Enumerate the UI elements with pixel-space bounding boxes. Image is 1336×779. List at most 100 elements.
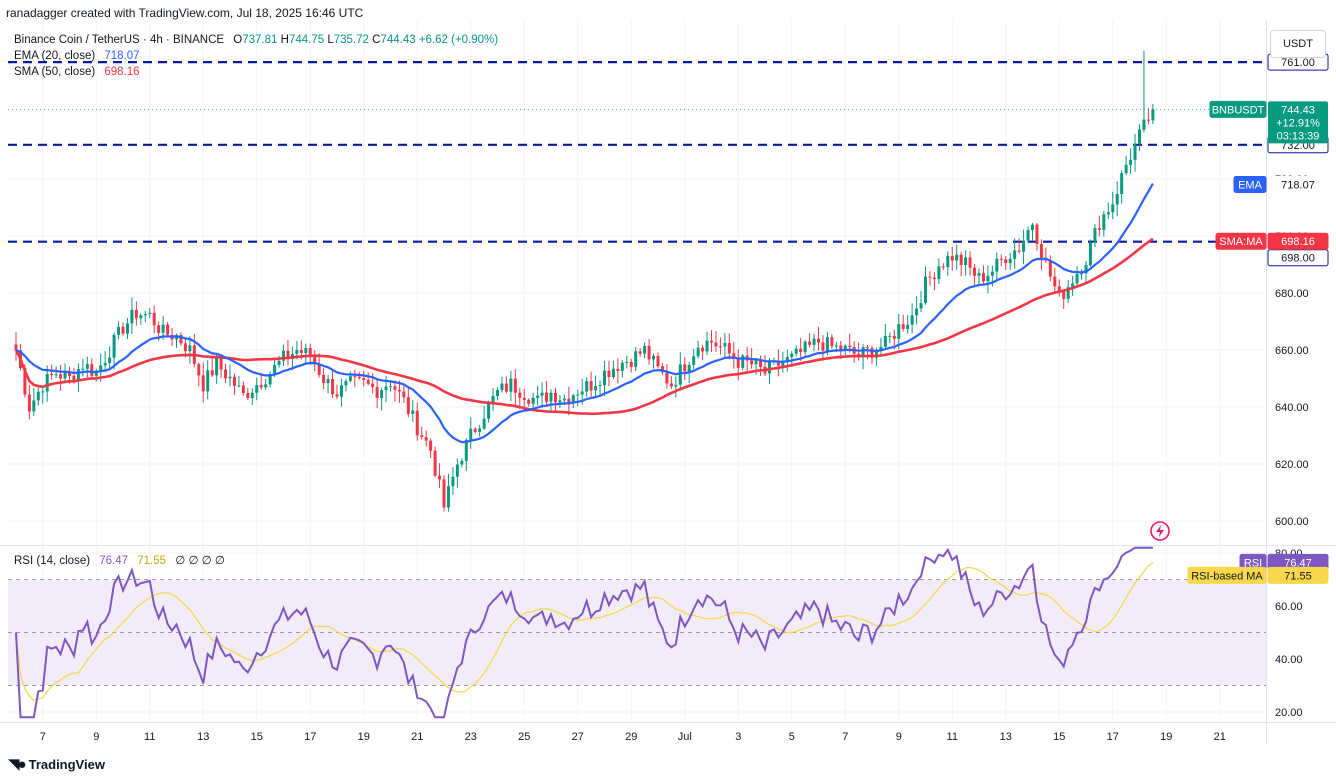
time-tick-label: 11 xyxy=(144,731,155,743)
candle-body xyxy=(68,371,71,376)
candle-body xyxy=(331,379,335,395)
candle-body xyxy=(781,362,785,366)
time-tick-label: 19 xyxy=(1160,731,1172,743)
candle-body xyxy=(411,410,415,414)
level-761-tag: 761.00 xyxy=(1267,53,1329,71)
candle-body xyxy=(23,367,27,395)
rsi-legend[interactable]: RSI (14, close) 76.47 71.55 ∅ ∅ ∅ ∅ xyxy=(14,553,225,567)
candle-body xyxy=(1151,109,1155,121)
candle-body xyxy=(910,315,914,325)
candle-body xyxy=(919,303,923,309)
candle-body xyxy=(799,348,803,353)
candle-body xyxy=(152,312,156,326)
candle-body xyxy=(647,345,651,360)
ema-legend[interactable]: EMA (20, close) 718.07 xyxy=(14,50,140,62)
candle-body xyxy=(241,385,245,393)
time-tick-label: 3 xyxy=(735,731,741,743)
candle-body xyxy=(322,374,326,384)
candle-body xyxy=(389,386,392,388)
candle-body xyxy=(928,276,932,278)
time-tick-label: 7 xyxy=(842,731,848,743)
sma-legend[interactable]: SMA (50, close) 698.16 xyxy=(14,66,140,78)
candle-body xyxy=(273,364,277,375)
candle-body xyxy=(669,383,673,387)
candle-body xyxy=(937,266,941,280)
candle-body xyxy=(999,258,1003,260)
candle-body xyxy=(915,308,919,316)
candle-body xyxy=(906,324,910,330)
horizontal-levels xyxy=(8,61,1266,243)
candle-body xyxy=(616,368,620,371)
candle-body xyxy=(718,346,722,348)
candle-body xyxy=(611,368,615,378)
candle-body xyxy=(219,357,223,370)
candle-body xyxy=(1111,204,1115,213)
candle-body xyxy=(433,450,437,476)
chart-credit: ranadagger created with TradingView.com,… xyxy=(6,6,364,20)
time-tick-label: 13 xyxy=(197,731,209,743)
candle-body xyxy=(861,347,865,357)
candle-body xyxy=(518,392,522,398)
candle-body xyxy=(344,380,348,386)
candle-body xyxy=(41,391,45,393)
candle-body xyxy=(268,374,272,385)
candle-body xyxy=(696,347,700,357)
time-tick-label: 23 xyxy=(465,731,477,743)
tradingview-logo-icon: ◥● xyxy=(8,756,27,773)
currency-button[interactable]: USDT xyxy=(1270,30,1326,58)
candle-body xyxy=(1035,224,1039,245)
candle-body xyxy=(598,385,602,387)
sma-name-tag-bg xyxy=(1215,232,1267,250)
candle-body xyxy=(710,340,713,343)
candle-body xyxy=(1057,286,1061,292)
candle-body xyxy=(692,356,696,365)
candle-body xyxy=(1088,242,1092,266)
candle-body xyxy=(1004,259,1008,264)
candle-body xyxy=(188,345,192,352)
rsi-tick-label: 40.00 xyxy=(1275,654,1303,666)
candle-body xyxy=(335,394,339,397)
candle-body xyxy=(558,400,562,403)
candle-body xyxy=(990,271,994,276)
candle-body xyxy=(1031,224,1034,231)
candle-body xyxy=(513,378,517,393)
time-tick-label: 15 xyxy=(251,731,263,743)
candle-body xyxy=(665,372,669,384)
candle-body xyxy=(304,348,308,353)
candle-body xyxy=(754,360,758,365)
candle-body xyxy=(1017,250,1021,252)
candlesticks xyxy=(14,50,1155,512)
candle-body xyxy=(1013,250,1017,259)
candle-body xyxy=(14,344,18,351)
candle-body xyxy=(594,386,598,391)
rsi-ma-name-tag: RSI-based MA xyxy=(1187,566,1267,584)
candle-body xyxy=(27,394,31,412)
rsi-name-tag-text: RSI xyxy=(1244,557,1262,569)
candle-body xyxy=(1075,273,1079,284)
candle-body xyxy=(964,257,968,265)
candle-body xyxy=(727,343,731,354)
price-axis: 600.00620.00640.00660.00680.00700.00720.… xyxy=(1275,174,1309,528)
candle-body xyxy=(317,364,321,375)
candle-body xyxy=(482,418,486,429)
candle-body xyxy=(224,369,228,379)
candle-body xyxy=(366,379,370,384)
rsi-tick-label: 60.00 xyxy=(1275,601,1303,613)
symbol-title[interactable]: Binance Coin / TetherUS · 4h · BINANCE xyxy=(14,34,225,46)
rsi-panel xyxy=(8,546,1266,719)
candle-body xyxy=(625,361,629,363)
price-tick-label: 600.00 xyxy=(1275,516,1309,528)
candle-body xyxy=(981,273,985,282)
candle-body xyxy=(487,402,491,419)
candle-body xyxy=(986,275,990,282)
candle-body xyxy=(545,392,549,402)
candle-body xyxy=(901,324,905,330)
candle-body xyxy=(446,486,450,508)
time-tick-label: Jul xyxy=(678,731,692,743)
tradingview-brand[interactable]: ◥● TradingView xyxy=(8,755,105,773)
candle-body xyxy=(1062,291,1066,299)
alert-bolt-icon[interactable] xyxy=(1150,521,1170,541)
candle-body xyxy=(228,376,232,379)
sma-legend-label: SMA (50, close) xyxy=(14,66,96,78)
candle-body xyxy=(687,364,691,372)
